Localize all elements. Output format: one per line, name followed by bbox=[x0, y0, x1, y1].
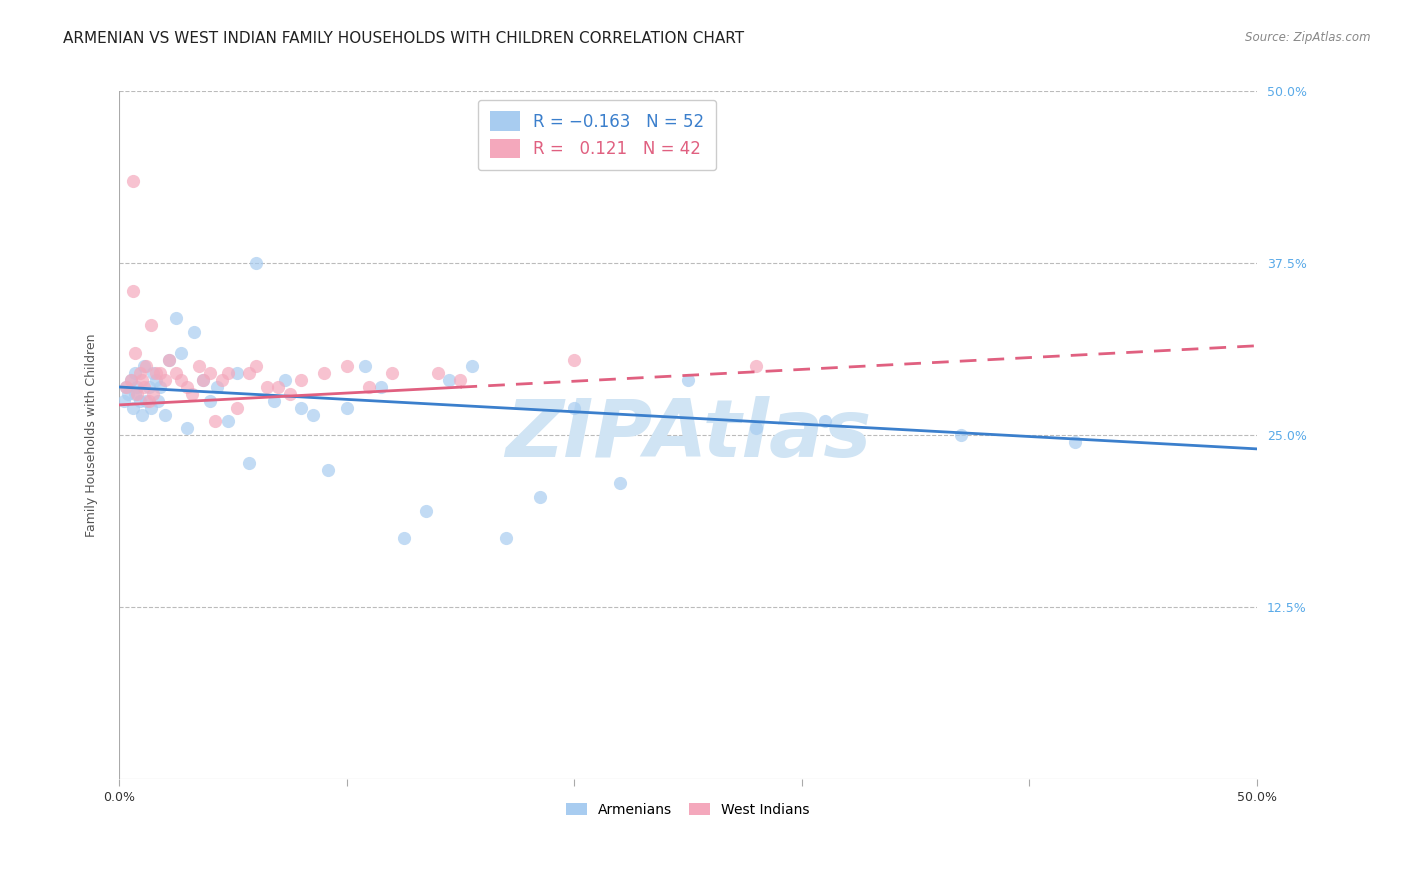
Point bbox=[950, 428, 973, 442]
Point bbox=[146, 393, 169, 408]
Point bbox=[149, 366, 172, 380]
Point bbox=[145, 366, 167, 380]
Point bbox=[121, 401, 143, 415]
Point bbox=[128, 366, 150, 380]
Point bbox=[131, 408, 153, 422]
Point bbox=[226, 366, 249, 380]
Point bbox=[813, 414, 835, 428]
Point bbox=[176, 421, 198, 435]
Point bbox=[121, 284, 143, 298]
Point bbox=[336, 401, 359, 415]
Point bbox=[134, 359, 156, 374]
Point bbox=[120, 373, 142, 387]
Point bbox=[139, 318, 162, 332]
Point bbox=[115, 380, 138, 394]
Point bbox=[153, 373, 176, 387]
Point bbox=[204, 414, 226, 428]
Point bbox=[128, 393, 150, 408]
Point bbox=[450, 373, 472, 387]
Legend: Armenians, West Indians: Armenians, West Indians bbox=[560, 796, 817, 823]
Point bbox=[112, 393, 135, 408]
Point bbox=[138, 380, 160, 394]
Point bbox=[370, 380, 392, 394]
Point bbox=[1063, 435, 1085, 450]
Point bbox=[134, 380, 156, 394]
Point bbox=[245, 359, 267, 374]
Point bbox=[198, 366, 221, 380]
Point bbox=[169, 345, 191, 359]
Point bbox=[562, 401, 585, 415]
Point bbox=[495, 531, 517, 545]
Point bbox=[165, 366, 187, 380]
Point bbox=[176, 380, 198, 394]
Point bbox=[381, 366, 404, 380]
Text: ZIPAtlas: ZIPAtlas bbox=[505, 396, 872, 475]
Point bbox=[120, 373, 142, 387]
Point bbox=[211, 373, 233, 387]
Text: Source: ZipAtlas.com: Source: ZipAtlas.com bbox=[1246, 31, 1371, 45]
Point bbox=[124, 387, 146, 401]
Point bbox=[274, 373, 297, 387]
Text: ARMENIAN VS WEST INDIAN FAMILY HOUSEHOLDS WITH CHILDREN CORRELATION CHART: ARMENIAN VS WEST INDIAN FAMILY HOUSEHOLD… bbox=[63, 31, 744, 46]
Point bbox=[131, 373, 153, 387]
Point bbox=[149, 380, 172, 394]
Point bbox=[193, 373, 215, 387]
Point bbox=[238, 456, 260, 470]
Point bbox=[198, 393, 221, 408]
Point bbox=[437, 373, 460, 387]
Point bbox=[169, 373, 191, 387]
Point bbox=[256, 380, 278, 394]
Point bbox=[392, 531, 415, 545]
Point bbox=[121, 174, 143, 188]
Point bbox=[318, 462, 340, 476]
Point bbox=[278, 387, 301, 401]
Point bbox=[609, 476, 631, 491]
Point bbox=[157, 352, 180, 367]
Point bbox=[181, 387, 204, 401]
Point bbox=[529, 490, 551, 504]
Point bbox=[245, 256, 267, 270]
Point bbox=[183, 325, 205, 339]
Point bbox=[135, 359, 157, 374]
Point bbox=[142, 387, 165, 401]
Point bbox=[127, 387, 149, 401]
Point bbox=[354, 359, 377, 374]
Point bbox=[217, 366, 239, 380]
Point bbox=[145, 373, 167, 387]
Point bbox=[226, 401, 249, 415]
Point bbox=[562, 352, 585, 367]
Point bbox=[290, 373, 312, 387]
Point bbox=[124, 366, 146, 380]
Y-axis label: Family Households with Children: Family Households with Children bbox=[86, 334, 98, 537]
Point bbox=[745, 359, 768, 374]
Point bbox=[290, 401, 312, 415]
Point bbox=[415, 504, 437, 518]
Point bbox=[238, 366, 260, 380]
Point bbox=[187, 359, 209, 374]
Point bbox=[138, 393, 160, 408]
Point bbox=[142, 366, 165, 380]
Point bbox=[153, 408, 176, 422]
Point bbox=[127, 380, 149, 394]
Point bbox=[139, 401, 162, 415]
Point bbox=[676, 373, 699, 387]
Point bbox=[312, 366, 335, 380]
Point bbox=[461, 359, 484, 374]
Point bbox=[217, 414, 239, 428]
Point bbox=[205, 380, 228, 394]
Point bbox=[165, 311, 187, 326]
Point bbox=[157, 352, 180, 367]
Point bbox=[359, 380, 381, 394]
Point bbox=[117, 387, 139, 401]
Point bbox=[426, 366, 449, 380]
Point bbox=[193, 373, 215, 387]
Point bbox=[115, 380, 138, 394]
Point bbox=[267, 380, 290, 394]
Point bbox=[135, 393, 157, 408]
Point bbox=[124, 345, 146, 359]
Point bbox=[301, 408, 323, 422]
Point bbox=[745, 421, 768, 435]
Point bbox=[336, 359, 359, 374]
Point bbox=[263, 393, 285, 408]
